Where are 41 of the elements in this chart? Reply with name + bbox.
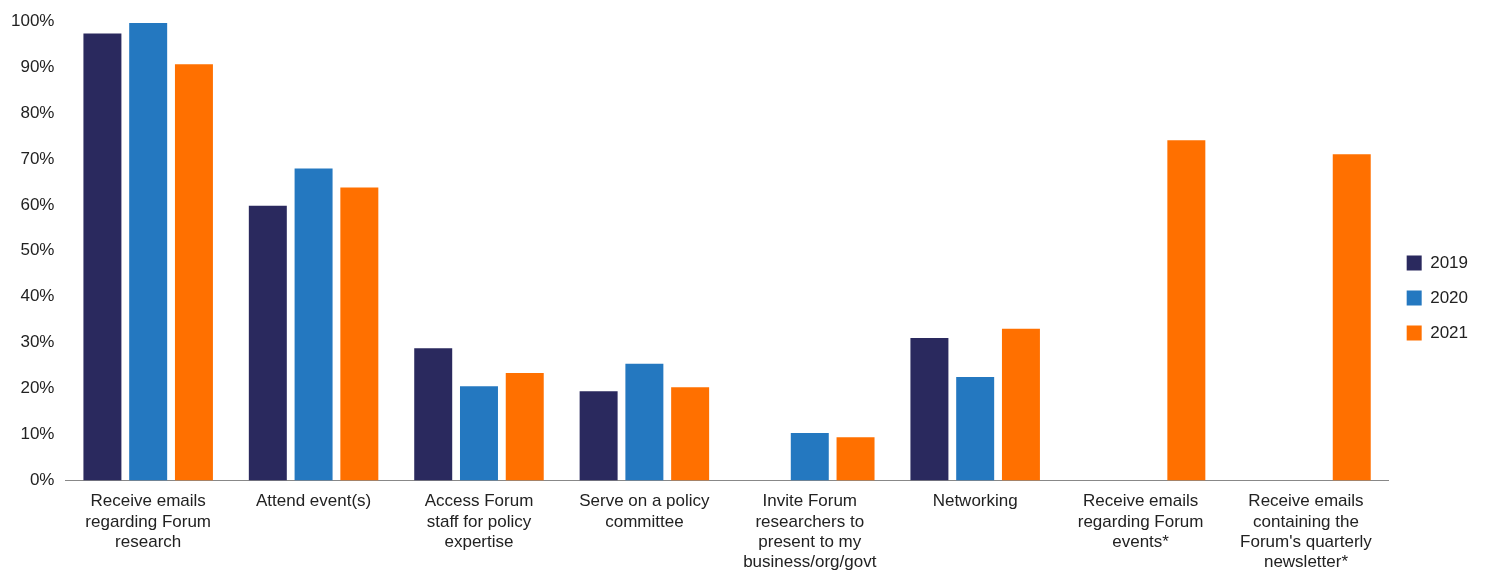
bar [340,187,379,481]
y-tick-label: 70% [20,148,55,168]
bar [505,372,544,481]
y-tick-label: 100% [11,10,55,30]
x-tick-label: Receive emails regarding Forum research [85,491,212,552]
y-tick-label: 20% [20,378,55,398]
bar [671,387,710,481]
legend-label: 2020 [1430,287,1469,307]
y-tick-label: 60% [20,194,55,214]
y-tick-label: 0% [29,470,55,490]
y-tick-label: 30% [20,332,55,352]
bar [625,363,664,481]
y-tick-label: 90% [20,56,55,76]
bar [414,348,453,481]
y-tick-label: 80% [20,102,55,122]
y-tick-label: 40% [20,286,55,306]
y-tick-label: 50% [20,240,55,260]
bar [836,437,875,481]
x-tick-label: Serve on a policy committee [579,491,711,531]
bar [1332,154,1371,481]
x-tick-label: Invite Forum researchers to present to my business/org/govt [743,491,877,572]
bar [459,386,498,481]
bar [1001,328,1040,481]
legend-label: 2019 [1430,252,1469,272]
x-tick-label: Networking [932,491,1018,511]
bar [910,338,949,481]
y-tick-label: 10% [20,424,55,444]
bar [129,23,168,481]
bar [294,168,333,481]
bar [1167,140,1206,481]
bar [579,391,618,481]
x-tick-label: Attend event(s) [255,491,372,511]
x-tick-label: Receive emails containing the Forum's quarterly newsletter* [1240,491,1373,572]
x-tick-label: Receive emails regarding Forum events* [1077,491,1204,552]
legend-label: 2021 [1430,322,1469,342]
bar [248,205,287,481]
x-tick-label: Access Forum staff for policy expertise [424,491,534,552]
bar [83,33,122,481]
bar [790,433,829,481]
bar [956,377,995,481]
bar [174,64,213,481]
